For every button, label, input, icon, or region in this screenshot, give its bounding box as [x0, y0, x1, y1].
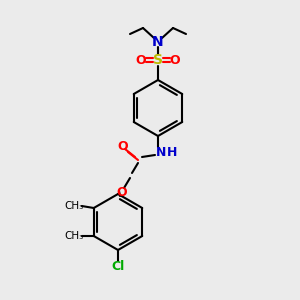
Text: O: O	[136, 53, 146, 67]
Text: O: O	[170, 53, 180, 67]
Text: O: O	[118, 140, 128, 154]
Text: O: O	[117, 185, 127, 199]
Text: N: N	[156, 146, 166, 158]
Text: CH₃: CH₃	[64, 231, 83, 241]
Text: Cl: Cl	[111, 260, 124, 272]
Text: CH₃: CH₃	[64, 201, 83, 211]
Text: H: H	[167, 146, 177, 158]
Text: N: N	[152, 35, 164, 49]
Text: S: S	[153, 53, 163, 67]
